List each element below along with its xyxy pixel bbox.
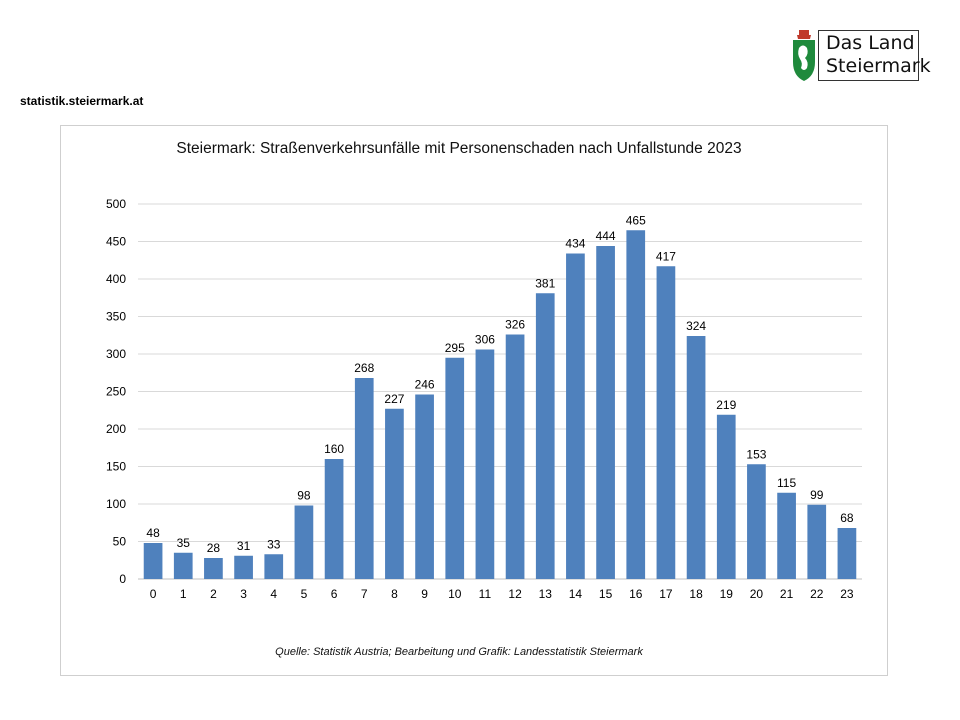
data-label: 295 [445, 341, 465, 355]
bar-hour-14 [566, 253, 585, 579]
chart-area: Steiermark: Straßenverkehrsunfälle mit P… [60, 125, 888, 676]
x-tick-label: 13 [539, 587, 553, 601]
bar-hour-7 [354, 378, 374, 579]
bar-hour-1 [173, 552, 193, 579]
x-tick-label: 11 [479, 587, 492, 601]
data-label: 28 [207, 541, 221, 555]
y-tick-label: 50 [113, 535, 127, 549]
data-label: 31 [237, 539, 251, 553]
data-labels: 48 35 28 31 33 98 160 268 227 246 295 306 326 381 434 4… [146, 213, 854, 555]
data-label: 465 [626, 213, 646, 227]
bar-hour-23 [837, 528, 857, 579]
logo-text-line1: Das Land [826, 32, 915, 54]
bar-hour-9 [415, 394, 434, 579]
data-label: 48 [146, 526, 160, 540]
bar-hour-0 [143, 543, 163, 579]
bar-hour-6 [324, 459, 344, 579]
data-label: 434 [565, 237, 585, 251]
bar-hour-10 [445, 357, 465, 579]
x-tick-label: 9 [421, 587, 428, 601]
data-label: 417 [656, 249, 676, 263]
bar-hour-21 [777, 492, 796, 579]
y-tick-label: 200 [106, 422, 126, 436]
x-tick-label: 3 [240, 587, 247, 601]
x-tick-label: 18 [689, 587, 703, 601]
y-tick-label: 250 [106, 385, 126, 399]
y-tick-label: 500 [106, 197, 126, 211]
x-tick-label: 1 [180, 587, 187, 601]
x-tick-label: 16 [629, 587, 643, 601]
bar-hour-5 [294, 505, 314, 579]
bar-hour-18 [686, 336, 706, 579]
data-label: 35 [177, 536, 191, 550]
data-label: 227 [384, 392, 404, 406]
bar-hour-3 [234, 555, 253, 579]
data-label: 153 [746, 447, 766, 461]
bar-hour-17 [656, 266, 676, 579]
x-tick-label: 21 [780, 587, 794, 601]
logo-das-land-steiermark: Das Land Steiermark [790, 28, 931, 84]
bar-hour-11 [475, 349, 495, 579]
data-label: 381 [535, 276, 555, 290]
data-label: 68 [840, 511, 854, 525]
x-tick-label: 5 [301, 587, 308, 601]
data-label: 444 [596, 229, 616, 243]
x-tick-label: 14 [569, 587, 583, 601]
bar-hour-4 [264, 554, 284, 579]
x-tick-label: 8 [391, 587, 398, 601]
data-label: 99 [810, 488, 824, 502]
y-tick-label: 0 [119, 572, 126, 586]
y-tick-label: 450 [106, 235, 126, 249]
source-note: Quelle: Statistik Austria; Bearbeitung u… [275, 646, 643, 658]
y-tick-label: 400 [106, 272, 126, 286]
x-tick-label: 10 [448, 587, 462, 601]
data-label: 306 [475, 333, 495, 347]
y-tick-label: 300 [106, 347, 126, 361]
x-tick-label: 17 [659, 587, 673, 601]
data-label: 160 [324, 442, 344, 456]
y-tick-label: 150 [106, 460, 126, 474]
bar-hour-19 [716, 414, 736, 579]
chart-title: Steiermark: Straßenverkehrsunfälle mit P… [176, 140, 742, 157]
x-tick-label: 19 [720, 587, 734, 601]
x-tick-label: 7 [361, 587, 368, 601]
y-tick-label: 350 [106, 310, 126, 324]
data-label: 268 [354, 361, 374, 375]
x-tick-label: 12 [508, 587, 522, 601]
x-tick-label: 6 [331, 587, 338, 601]
x-tick-label: 2 [210, 587, 217, 601]
gridlines [138, 203, 862, 580]
x-tick-label: 15 [599, 587, 613, 601]
data-label: 326 [505, 318, 525, 332]
data-label: 324 [686, 319, 706, 333]
bar-hour-15 [596, 246, 615, 579]
coat-of-arms-icon [793, 30, 815, 81]
logo-frame [818, 30, 919, 81]
data-label: 115 [777, 476, 796, 490]
x-tick-label: 22 [810, 587, 824, 601]
y-tick-label: 100 [106, 497, 126, 511]
x-tick-label: 23 [840, 587, 854, 601]
logo-text-line2: Steiermark [826, 55, 931, 77]
data-label: 33 [267, 537, 281, 551]
bar-hour-8 [385, 408, 404, 579]
data-label: 219 [716, 398, 736, 412]
site-url: statistik.steiermark.at [20, 94, 144, 108]
data-label: 98 [297, 489, 311, 503]
bars [143, 230, 857, 579]
data-label: 246 [415, 378, 435, 392]
x-tick-label: 20 [750, 587, 764, 601]
bar-hour-22 [807, 504, 827, 579]
bar-hour-2 [204, 558, 223, 579]
bar-hour-13 [535, 293, 555, 579]
bar-hour-16 [626, 230, 646, 579]
y-axis-ticks: 0 50 100 150 200 250 300 350 400 450 500 [106, 197, 126, 586]
x-tick-label: 0 [150, 587, 157, 601]
x-axis-ticks: 0 1 2 3 4 5 6 7 8 9 10 11 12 13 14 15 16 17 18 19 20 21 22 23 [150, 587, 854, 601]
x-tick-label: 4 [270, 587, 277, 601]
bar-hour-12 [505, 334, 525, 579]
bar-hour-20 [747, 464, 766, 579]
